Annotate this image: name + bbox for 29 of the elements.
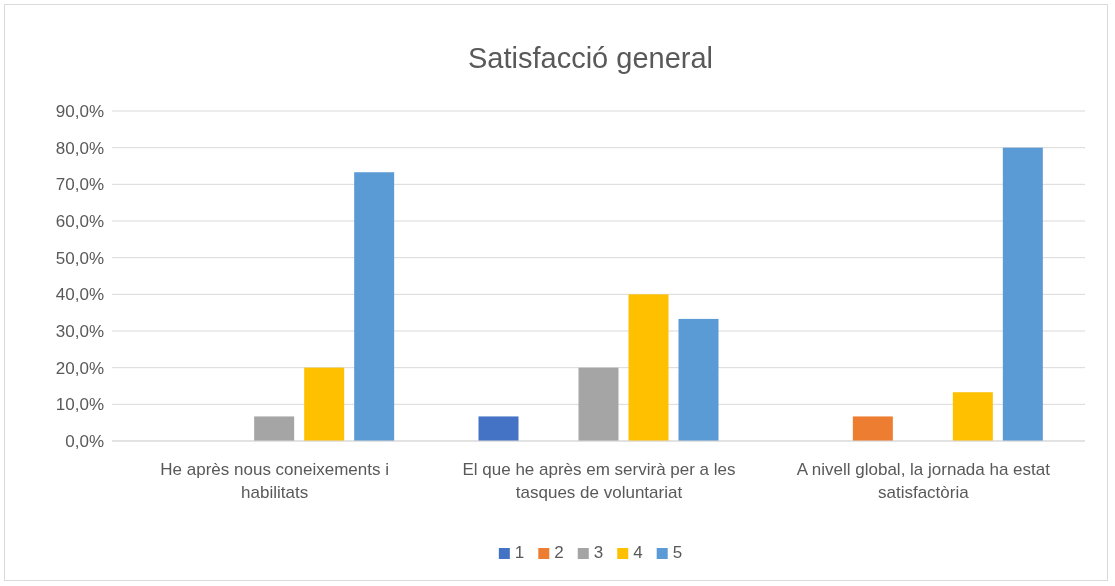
bar	[678, 318, 719, 441]
bar	[354, 172, 395, 441]
bar	[478, 416, 519, 441]
legend-label: 1	[514, 543, 525, 562]
bar	[1002, 147, 1043, 441]
y-tick-label: 60,0%	[55, 211, 104, 231]
bar	[578, 367, 619, 441]
x-tick-label: El que he après em servirà per a les tasques de voluntariat	[462, 460, 736, 503]
y-tick-label: 90,0%	[55, 101, 104, 121]
x-tick-label: He après nous coneixements i habilitats	[160, 460, 390, 503]
y-tick-label: 10,0%	[55, 395, 104, 415]
x-tick-label: A nivell global, la jornada ha estat satisfactòria	[796, 460, 1051, 503]
bar	[852, 416, 893, 441]
legend-label: 4	[633, 543, 643, 562]
y-tick-label: 70,0%	[55, 175, 104, 195]
legend-label: 2	[554, 543, 564, 562]
y-tick-label: 50,0%	[55, 248, 104, 268]
bar	[952, 392, 993, 441]
chart-title: Satisfacció general	[467, 42, 714, 74]
legend-label: 3	[593, 543, 604, 562]
bar	[254, 416, 295, 441]
bar	[628, 294, 669, 441]
y-tick-label: 40,0%	[55, 285, 104, 305]
legend-label: 5	[672, 543, 683, 562]
y-tick-label: 0,0%	[65, 431, 104, 451]
y-tick-label: 80,0%	[55, 138, 104, 158]
bar	[304, 367, 345, 441]
y-tick-label: 20,0%	[55, 358, 104, 378]
y-tick-label: 30,0%	[55, 321, 104, 341]
